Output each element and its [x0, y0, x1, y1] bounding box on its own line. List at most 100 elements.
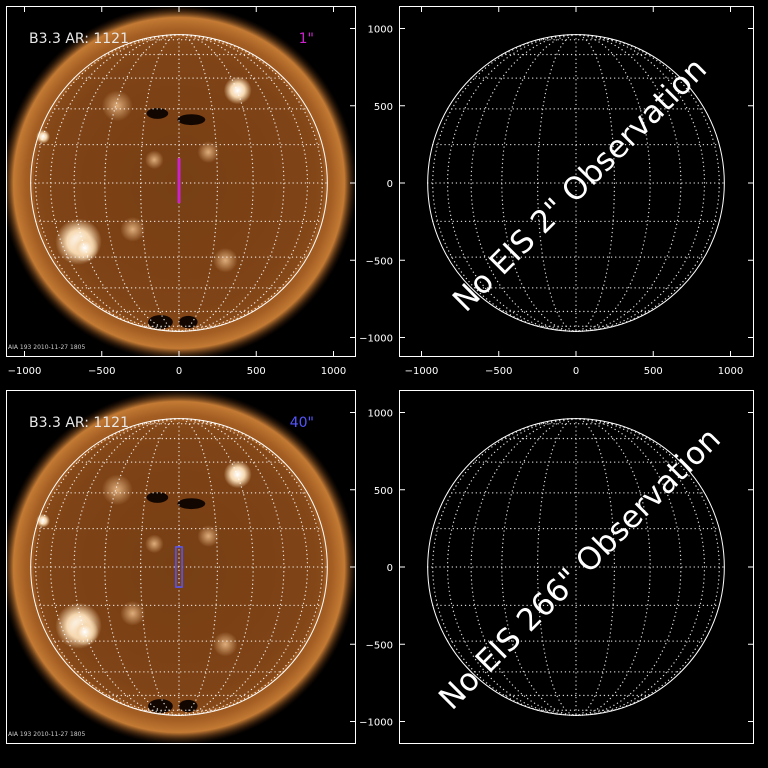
grid-longitude — [35, 418, 180, 716]
grid-longitude — [178, 34, 285, 332]
plot-frame — [6, 6, 356, 357]
y-tick-label: 0 — [387, 563, 393, 574]
x-tick-label: 0 — [573, 366, 579, 377]
x-tick-label: 1000 — [718, 366, 743, 377]
grid-longitude — [178, 418, 254, 716]
x-tick-label: −500 — [88, 366, 115, 377]
grid-longitude — [178, 418, 323, 716]
flare-label: B3.3 AR: 1121 — [29, 415, 129, 431]
grid-longitude — [49, 418, 180, 716]
grid-longitude — [575, 34, 651, 332]
plot-area — [6, 390, 356, 744]
no-observation-text: No EIS 266" Observation — [432, 421, 728, 717]
grid-longitude — [575, 34, 616, 332]
bright-region — [223, 460, 252, 489]
grid-longitude — [536, 418, 577, 716]
bright-region — [197, 525, 220, 547]
y-tick-label: 500 — [374, 102, 393, 113]
y-tick-label: −1000 — [359, 718, 393, 729]
grid-longitude — [104, 34, 180, 332]
coronal-hole — [146, 108, 169, 119]
coronal-hole — [146, 492, 169, 503]
grid-longitude — [35, 34, 180, 332]
grid-longitude — [575, 418, 616, 716]
grid-longitude — [575, 34, 720, 332]
grid-longitude — [536, 34, 577, 332]
grid-longitude — [470, 34, 577, 332]
bright-region — [101, 474, 133, 506]
grid-longitude — [470, 418, 577, 716]
eis-raster-box — [175, 546, 183, 588]
coronal-hole — [148, 315, 173, 330]
bright-region — [145, 150, 164, 170]
y-tick-label: 500 — [374, 486, 393, 497]
x-tick-label: 500 — [644, 366, 663, 377]
slit-width-label: 40" — [290, 415, 314, 431]
x-tick-label: −1000 — [405, 366, 439, 377]
plot-area — [427, 418, 725, 716]
grid-longitude — [432, 34, 577, 332]
coronal-hole — [177, 114, 206, 126]
x-tick-label: 1000 — [321, 366, 346, 377]
y-tick-label: −500 — [366, 256, 393, 267]
bright-region — [101, 90, 133, 122]
bright-region — [212, 631, 238, 657]
panel-bottom-left: B3.3 AR: 1121 40" AIA 193 2010-11-27 1805 — [6, 390, 356, 744]
x-tick-label: 0 — [176, 366, 182, 377]
y-tick-label: −1000 — [359, 334, 393, 345]
grid-longitude — [49, 34, 180, 332]
bright-region — [120, 600, 146, 626]
panel-bottom-right: No EIS 266" Observation −1000 −500 0 500 1000 — [359, 390, 754, 744]
grid-longitude — [178, 418, 285, 716]
grid-longitude — [575, 418, 706, 716]
grid-longitude — [501, 418, 577, 716]
grid-longitude — [575, 34, 682, 332]
bright-region — [145, 534, 164, 554]
grid-longitude — [178, 418, 309, 716]
grid-longitude — [432, 418, 577, 716]
x-tick-label: 500 — [247, 366, 266, 377]
coronal-hole — [177, 498, 206, 510]
bright-region — [223, 76, 252, 105]
grid-longitude — [139, 34, 180, 332]
grid — [427, 418, 725, 716]
bright-region — [120, 216, 146, 242]
grid-longitude — [446, 418, 577, 716]
panel-top-right: No EIS 2" Observation−1000−50005001000−1… — [359, 6, 754, 377]
coronal-hole — [179, 315, 198, 329]
grid-longitude — [178, 34, 254, 332]
coronal-hole — [148, 699, 173, 714]
grid-longitude — [446, 34, 577, 332]
grid-longitude — [575, 418, 682, 716]
grid-longitude — [178, 34, 219, 332]
grid — [427, 34, 725, 332]
x-tick-label: −500 — [485, 366, 512, 377]
timestamp: AIA 193 2010-11-27 1805 — [8, 344, 85, 351]
coronal-hole — [179, 699, 198, 713]
grid-longitude — [73, 34, 180, 332]
grid-longitude — [501, 34, 577, 332]
grid-longitude — [178, 34, 309, 332]
bright-region — [212, 247, 238, 273]
plot-area — [6, 6, 356, 357]
grid-longitude — [104, 418, 180, 716]
timestamp: AIA 193 2010-11-27 1805 — [8, 731, 85, 738]
y-tick-label: 0 — [387, 179, 393, 190]
slit-width-label: 1" — [299, 31, 314, 47]
grid-longitude — [73, 418, 180, 716]
grid-longitude — [178, 34, 323, 332]
grid-longitude — [575, 34, 706, 332]
grid-longitude — [575, 418, 720, 716]
panel-top-left: B3.3 AR: 1121 1" AIA 193 2010-11-27 1805 −1… — [6, 6, 356, 377]
flare-label: B3.3 AR: 1121 — [29, 31, 129, 47]
plot-area — [427, 34, 725, 332]
bright-region — [197, 141, 220, 163]
grid-longitude — [178, 418, 219, 716]
y-tick-label: 1000 — [368, 409, 393, 420]
grid-longitude — [139, 418, 180, 716]
x-tick-label: −1000 — [8, 366, 42, 377]
grid — [30, 418, 328, 716]
grid-longitude — [575, 418, 651, 716]
y-tick-label: 1000 — [368, 25, 393, 36]
